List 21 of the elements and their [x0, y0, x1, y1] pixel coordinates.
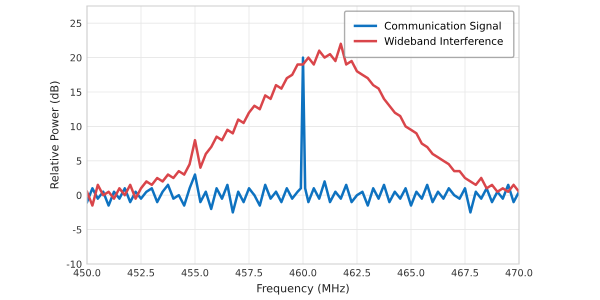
x-tick-label: 465.0 [398, 269, 424, 276]
x-tick-label: 457.5 [236, 269, 262, 276]
x-tick-label: 462.5 [344, 269, 370, 276]
y-tick-label: -10 [66, 260, 82, 268]
x-tick-label: 460.0 [290, 269, 316, 276]
y-tick-label: 5 [76, 157, 82, 165]
x-tick-label: 450.0 [74, 269, 100, 276]
x-tick-label: 470.0 [506, 269, 532, 276]
x-tick-label: 455.0 [182, 269, 208, 276]
y-tick-label: 0 [76, 192, 82, 200]
x-tick-label: 467.5 [452, 269, 478, 276]
y-tick-label: 15 [70, 88, 82, 96]
y-axis-title: Relative Power (dB) [50, 82, 60, 188]
y-tick-label: 10 [70, 122, 82, 130]
x-tick-label: 452.5 [128, 269, 154, 276]
y-tick-label: 20 [70, 54, 82, 62]
y-tick-label: 25 [70, 20, 82, 28]
x-axis-title: Frequency (MHz) [257, 284, 349, 295]
legend-label: Wideband Interference [384, 36, 503, 45]
legend-label: Communication Signal [384, 22, 501, 32]
y-tick-label: -5 [72, 226, 82, 234]
